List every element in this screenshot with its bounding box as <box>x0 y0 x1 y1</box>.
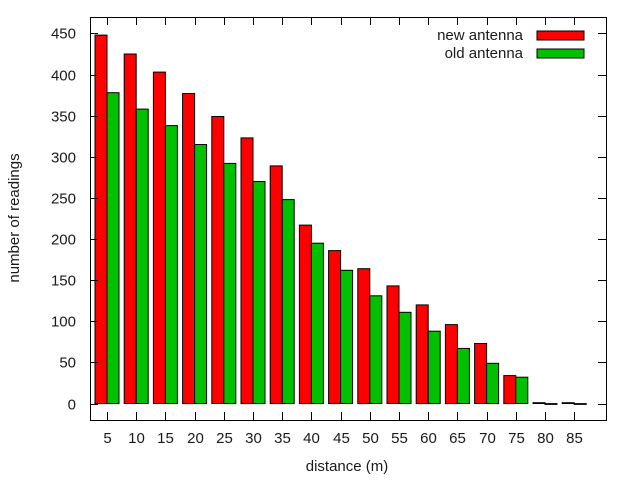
x-tick-label: 75 <box>508 430 525 447</box>
y-axis-label: number of readings <box>6 153 23 282</box>
legend-label: old antenna <box>445 45 524 62</box>
bar-new-antenna-15 <box>152 71 166 404</box>
x-tick-label: 15 <box>157 430 174 447</box>
bar-old-antenna-20 <box>194 144 208 405</box>
bar-new-antenna-75 <box>503 375 517 405</box>
x-tick-label: 5 <box>103 430 111 447</box>
bar-old-antenna-70 <box>486 362 500 405</box>
x-tick-label: 50 <box>362 430 379 447</box>
bar-old-antenna-45 <box>340 269 354 404</box>
y-tick-label: 0 <box>68 397 76 414</box>
bar-old-antenna-75 <box>515 376 529 405</box>
bar-new-antenna-35 <box>269 165 283 405</box>
bar-new-antenna-10 <box>123 53 137 404</box>
x-tick-label: 20 <box>187 430 204 447</box>
legend-swatch <box>536 48 585 59</box>
x-tick-label: 10 <box>128 430 145 447</box>
bar-old-antenna-60 <box>427 330 441 405</box>
bar-old-antenna-50 <box>369 295 383 404</box>
bar-new-antenna-45 <box>328 250 342 405</box>
bar-old-antenna-30 <box>252 181 266 405</box>
legend-swatch <box>536 30 585 41</box>
bar-old-antenna-80 <box>544 403 558 405</box>
ticks-layer: 0 50 100 150 200 250 300 350 400 450 5 10 15 20 25 30 35… <box>51 17 606 447</box>
bar-new-antenna-5 <box>94 34 108 405</box>
y-tick-label: 250 <box>51 191 76 208</box>
bar-new-antenna-55 <box>386 285 400 404</box>
x-axis-label: distance (m) <box>306 458 389 475</box>
bar-old-antenna-65 <box>456 347 470 404</box>
y-tick-label: 350 <box>51 109 76 126</box>
bar-new-antenna-85 <box>561 402 575 405</box>
x-tick-label: 85 <box>566 430 583 447</box>
bars-layer <box>94 34 587 405</box>
bar-old-antenna-55 <box>398 311 412 405</box>
y-tick-label: 450 <box>51 26 76 43</box>
x-tick-label: 80 <box>537 430 554 447</box>
x-tick-label: 40 <box>303 430 320 447</box>
x-tick-label: 30 <box>245 430 262 447</box>
y-tick-label: 200 <box>51 232 76 249</box>
bar-new-antenna-25 <box>211 116 225 404</box>
bar-new-antenna-70 <box>474 343 488 404</box>
bar-new-antenna-30 <box>240 137 254 405</box>
bar-new-antenna-60 <box>415 304 429 405</box>
bar-new-antenna-80 <box>532 402 546 405</box>
x-tick-label: 35 <box>274 430 291 447</box>
y-tick-label: 150 <box>51 273 76 290</box>
y-tick-label: 300 <box>51 150 76 167</box>
y-tick-label: 400 <box>51 68 76 85</box>
y-tick-label: 100 <box>51 314 76 331</box>
y-tick-label: 50 <box>59 355 76 372</box>
bar-new-antenna-40 <box>298 224 312 405</box>
bar-old-antenna-85 <box>573 403 587 405</box>
bar-old-antenna-40 <box>310 242 324 405</box>
x-tick-label: 65 <box>449 430 466 447</box>
bar-new-antenna-50 <box>357 268 371 405</box>
bar-old-antenna-35 <box>281 199 295 405</box>
bar-old-antenna-25 <box>223 162 237 405</box>
x-tick-label: 55 <box>391 430 408 447</box>
bar-new-antenna-65 <box>444 324 458 405</box>
legend-label: new antenna <box>437 27 524 44</box>
plot-frame <box>90 17 607 421</box>
bar-old-antenna-15 <box>164 125 178 405</box>
x-tick-label: 70 <box>479 430 496 447</box>
bar-new-antenna-20 <box>182 93 196 405</box>
x-tick-label: 60 <box>420 430 437 447</box>
x-tick-label: 45 <box>333 430 350 447</box>
bar-old-antenna-5 <box>106 92 120 405</box>
x-tick-label: 25 <box>216 430 233 447</box>
bar-old-antenna-10 <box>135 108 149 404</box>
